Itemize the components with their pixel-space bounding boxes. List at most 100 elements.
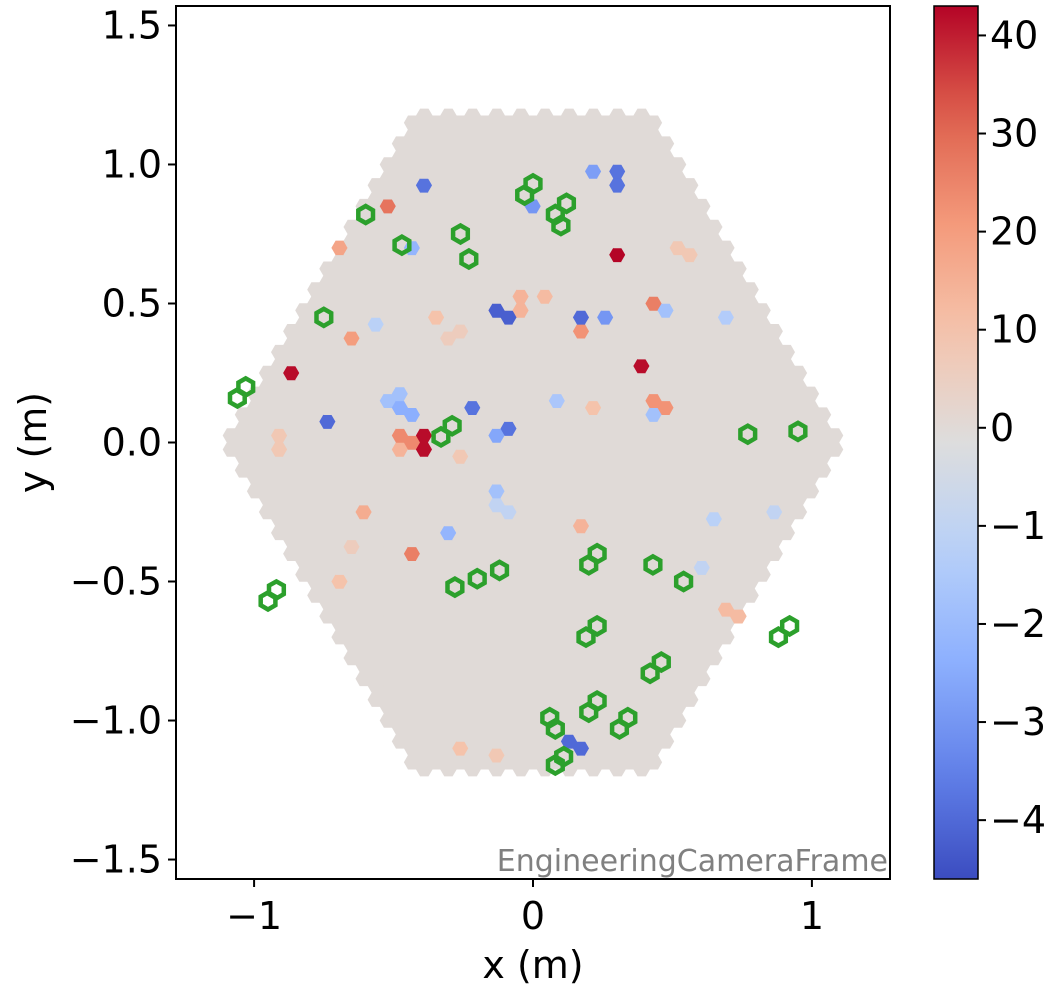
camera-pixel bbox=[560, 164, 578, 179]
camera-pixel bbox=[391, 289, 409, 304]
camera-pixel bbox=[440, 622, 457, 638]
camera-pixel bbox=[283, 477, 300, 492]
camera-pixel bbox=[476, 490, 494, 506]
camera-pixel bbox=[597, 324, 614, 339]
camera-pixel bbox=[476, 129, 494, 144]
camera-pixel bbox=[657, 734, 675, 749]
camera-pixel bbox=[500, 546, 518, 561]
camera-pixel bbox=[597, 449, 614, 464]
camera-pixel bbox=[669, 629, 687, 645]
camera-pixel bbox=[367, 178, 385, 193]
camera-pixel bbox=[669, 226, 687, 242]
camera-pixel bbox=[560, 553, 578, 568]
camera-pixel bbox=[476, 546, 494, 561]
camera-pixel bbox=[452, 379, 469, 395]
camera-pixel bbox=[428, 532, 445, 548]
camera-pixel bbox=[742, 351, 759, 367]
camera-pixel bbox=[778, 344, 795, 360]
camera-pixel bbox=[403, 602, 421, 617]
camera-pixel bbox=[597, 727, 614, 742]
camera-pixel bbox=[693, 616, 711, 631]
camera-pixel bbox=[681, 595, 699, 610]
camera-pixel bbox=[524, 240, 542, 256]
camera-pixel bbox=[669, 365, 687, 381]
camera-pixel bbox=[343, 331, 361, 346]
camera-pixel bbox=[415, 761, 433, 777]
camera-pixel bbox=[512, 483, 530, 499]
camera-pixel bbox=[645, 365, 663, 381]
camera-pixel bbox=[536, 303, 554, 318]
camera-pixel bbox=[717, 379, 735, 395]
camera-pixel bbox=[403, 699, 421, 714]
camera-pixel bbox=[355, 421, 373, 436]
camera-pixel bbox=[560, 511, 578, 527]
camera-pixel bbox=[536, 122, 554, 137]
camera-pixel bbox=[367, 539, 385, 554]
marked-pixel-ring bbox=[738, 423, 758, 446]
camera-pixel bbox=[766, 546, 783, 561]
camera-pixel bbox=[609, 344, 626, 360]
camera-pixel bbox=[488, 650, 506, 666]
camera-pixel bbox=[440, 734, 457, 749]
camera-pixel bbox=[597, 240, 614, 256]
camera-pixel bbox=[705, 386, 723, 402]
camera-pixel bbox=[657, 261, 675, 276]
camera-pixel bbox=[645, 532, 663, 548]
camera-pixel bbox=[633, 609, 651, 624]
camera-pixel bbox=[621, 393, 638, 408]
camera-pixel bbox=[693, 240, 711, 256]
camera-pixel bbox=[428, 393, 445, 408]
camera-pixel bbox=[500, 393, 518, 408]
camera-pixel bbox=[609, 539, 626, 554]
camera-pixel bbox=[452, 629, 469, 645]
camera-pixel bbox=[355, 616, 373, 631]
camera-pixel bbox=[512, 233, 530, 249]
camera-pixel bbox=[572, 727, 590, 742]
camera-pixel bbox=[452, 463, 469, 478]
camera-pixel bbox=[464, 122, 481, 137]
camera-pixel bbox=[283, 504, 300, 520]
camera-pixel bbox=[379, 532, 397, 548]
camera-pixel bbox=[440, 122, 457, 137]
camera-pixel bbox=[452, 198, 469, 214]
camera-pixel bbox=[778, 386, 795, 402]
camera-pixel bbox=[452, 477, 469, 492]
camera-pixel bbox=[536, 150, 554, 165]
camera-pixel bbox=[524, 671, 542, 687]
camera-pixel bbox=[742, 546, 759, 561]
camera-pixel bbox=[476, 616, 494, 631]
camera-pixel bbox=[512, 609, 530, 624]
camera-pixel bbox=[500, 504, 518, 520]
camera-pixel bbox=[295, 428, 312, 443]
camera-pixel bbox=[585, 761, 602, 777]
camera-pixel bbox=[717, 365, 735, 381]
camera-pixel bbox=[597, 463, 614, 478]
camera-pixel bbox=[633, 622, 651, 638]
camera-pixel bbox=[512, 303, 530, 318]
camera-pixel bbox=[585, 678, 602, 693]
camera-pixel bbox=[307, 449, 324, 464]
camera-pixel bbox=[379, 296, 397, 311]
camera-pixel bbox=[585, 261, 602, 276]
camera-pixel bbox=[705, 317, 723, 332]
camera-pixel bbox=[609, 428, 626, 443]
camera-pixel bbox=[814, 421, 832, 436]
camera-pixel bbox=[391, 136, 409, 151]
camera-pixel bbox=[367, 553, 385, 568]
camera-pixel bbox=[657, 178, 675, 193]
marked-pixel-ring bbox=[554, 745, 574, 768]
camera-pixel bbox=[814, 407, 832, 422]
marked-pixel-ring bbox=[489, 559, 510, 582]
camera-pixel bbox=[621, 268, 638, 283]
camera-pixel bbox=[500, 727, 518, 742]
camera-pixel bbox=[609, 317, 626, 332]
camera-pixel bbox=[355, 671, 373, 687]
camera-pixel bbox=[717, 574, 735, 589]
camera-pixel bbox=[379, 324, 397, 339]
camera-pixel bbox=[633, 303, 651, 318]
camera-pixel bbox=[476, 588, 494, 603]
camera-pixel bbox=[657, 205, 675, 221]
camera-pixel bbox=[500, 449, 518, 464]
camera-pixel bbox=[585, 595, 602, 610]
camera-pixel bbox=[633, 734, 651, 749]
